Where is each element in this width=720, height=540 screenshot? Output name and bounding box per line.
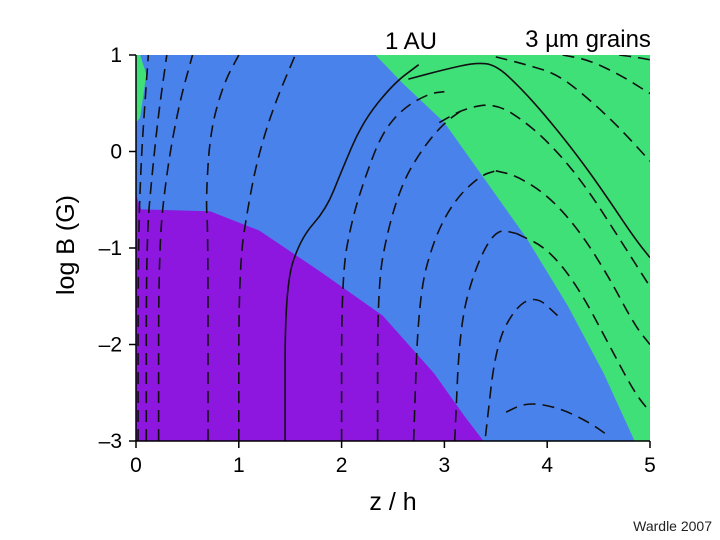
- x-tick-label: 2: [336, 454, 348, 477]
- contour-line-12: [408, 62, 650, 259]
- x-tick-label: 0: [130, 454, 142, 477]
- contour-line-17: [495, 170, 650, 346]
- x-tick-label: 3: [439, 454, 451, 477]
- y-tick-label: –2: [99, 334, 122, 357]
- contour-line-8: [412, 170, 497, 441]
- contour-line-5: [284, 64, 420, 441]
- contour-line-16: [619, 55, 650, 61]
- chart-title-location: 1 AU: [385, 28, 437, 55]
- contour-line-0: [137, 55, 150, 441]
- y-tick-label: 1: [110, 44, 122, 67]
- contour-line-7: [376, 107, 466, 441]
- plot-area: [136, 55, 650, 441]
- contour-line-10: [484, 298, 559, 437]
- region-ambipolar-left: [136, 55, 147, 123]
- x-tick-label: 1: [233, 454, 245, 477]
- axes: 0 1 2 3 4 5 1 0 –1 –2 –3: [99, 44, 656, 477]
- chart-title-grain-size: 3 µm grains: [525, 26, 651, 53]
- contour-line-1: [145, 55, 168, 441]
- y-axis-label: log B (G): [52, 195, 80, 295]
- contour-line-14: [495, 56, 650, 162]
- region-ambipolar-right: [375, 55, 650, 441]
- source-credit: Wardle 2007: [633, 518, 712, 534]
- x-tick-label: 4: [541, 454, 553, 477]
- x-tick-label: 5: [644, 454, 656, 477]
- region-ohm: [136, 194, 484, 441]
- contour-line-13: [438, 104, 650, 288]
- contour-line-3: [205, 55, 240, 441]
- contour-line-2: [157, 55, 194, 441]
- contour-line-11: [505, 403, 610, 437]
- contour-line-4: [237, 55, 297, 441]
- y-tick-label: –3: [99, 430, 122, 453]
- contour-line-6: [340, 90, 445, 441]
- y-tick-label: 0: [110, 141, 122, 164]
- x-axis-label: z / h: [369, 488, 416, 516]
- y-tick-label: –1: [99, 237, 122, 260]
- contour-line-9: [453, 230, 517, 441]
- contour-line-15: [562, 55, 650, 95]
